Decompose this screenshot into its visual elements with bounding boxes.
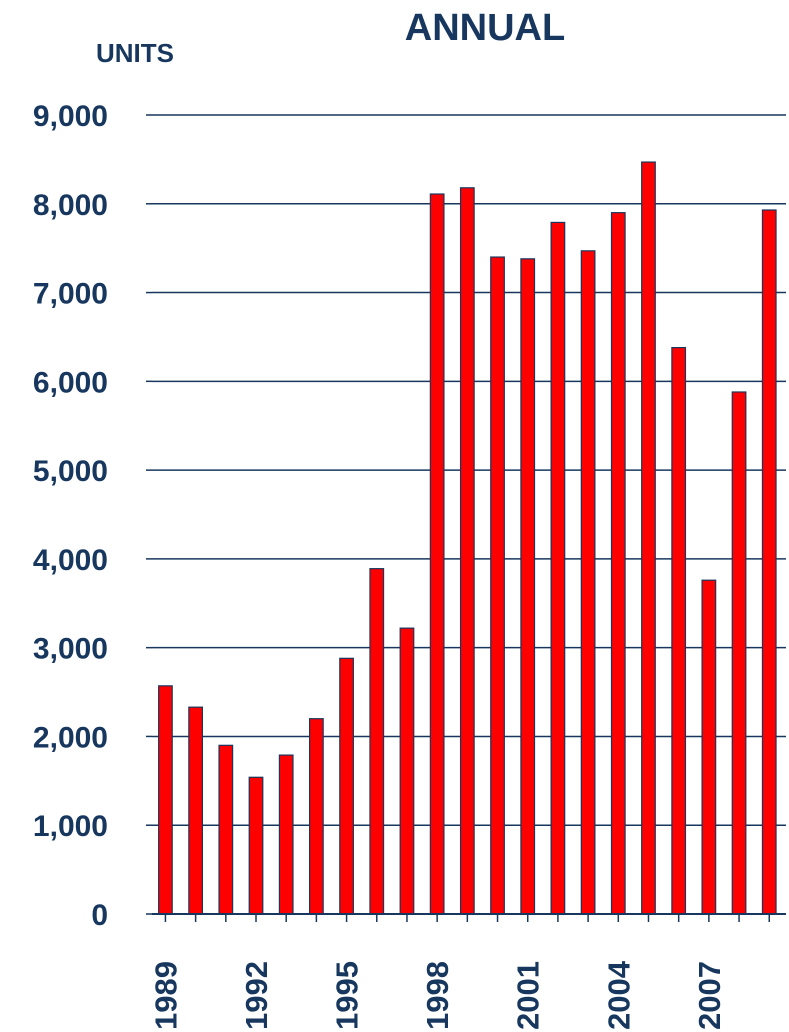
bar-2002 bbox=[550, 221, 566, 915]
x-tick-label: 1992 bbox=[239, 961, 274, 1030]
y-tick-label: 2,000 bbox=[33, 721, 108, 754]
x-tick-label: 2007 bbox=[692, 961, 727, 1030]
y-tick-label: 4,000 bbox=[33, 544, 108, 577]
x-tick-label: 2001 bbox=[511, 961, 546, 1030]
x-tick-label: 1989 bbox=[148, 961, 183, 1030]
y-tick-label: 7,000 bbox=[33, 278, 108, 311]
y-tick-label: 6,000 bbox=[33, 366, 108, 399]
bar-2009 bbox=[761, 209, 777, 915]
bar-1989 bbox=[158, 685, 173, 915]
bars bbox=[158, 161, 777, 915]
bar-2005 bbox=[641, 161, 656, 915]
x-tick-label: 1998 bbox=[420, 961, 455, 1030]
bar-2004 bbox=[610, 212, 626, 915]
chart-title: ANNUAL bbox=[405, 7, 565, 49]
bar-2000 bbox=[490, 256, 505, 915]
bar-2003 bbox=[580, 250, 596, 915]
bar-2007 bbox=[701, 579, 717, 915]
bar-2008 bbox=[731, 391, 747, 915]
bar-1998 bbox=[429, 193, 445, 915]
y-tick-labels: 0 1,000 2,000 3,000 4,000 5,000 6,000 7,000 8,00… bbox=[33, 100, 108, 932]
bar-1992 bbox=[248, 776, 264, 915]
x-tick-label: 1995 bbox=[330, 961, 365, 1030]
x-tick-labels: 1989 1992 1995 1998 2001 2004 2007 bbox=[148, 960, 726, 1030]
bar-1996 bbox=[369, 568, 385, 915]
y-tick-label: 0 bbox=[91, 899, 108, 932]
x-tick-marks bbox=[164, 914, 770, 922]
bar-2006 bbox=[671, 346, 687, 915]
y-tick-label: 3,000 bbox=[33, 633, 108, 666]
y-tick-label: 8,000 bbox=[33, 189, 108, 222]
bar-2001 bbox=[520, 258, 536, 915]
bar-1991 bbox=[218, 744, 234, 915]
bar-1994 bbox=[308, 718, 324, 915]
bar-1993 bbox=[278, 754, 294, 915]
y-tick-label: 1,000 bbox=[33, 810, 108, 843]
y-axis-label: UNITS bbox=[96, 38, 174, 68]
y-tick-label: 9,000 bbox=[33, 100, 108, 133]
bar-1995 bbox=[339, 657, 354, 915]
y-tick-label: 5,000 bbox=[33, 455, 108, 488]
bar-1999 bbox=[459, 187, 475, 915]
bar-1990 bbox=[188, 706, 204, 915]
bar-1997 bbox=[399, 627, 415, 915]
x-tick-label: 2004 bbox=[601, 960, 636, 1030]
